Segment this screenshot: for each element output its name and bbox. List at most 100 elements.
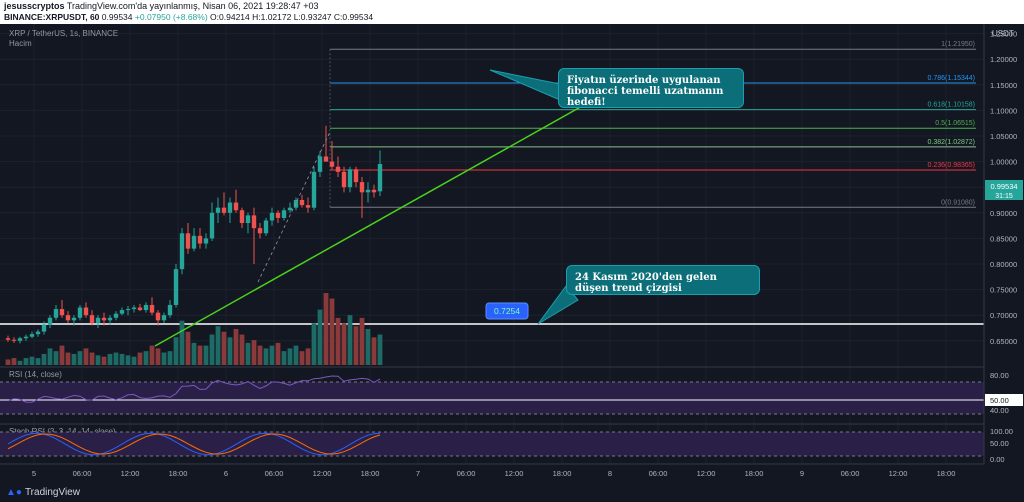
volume-bar	[179, 320, 185, 365]
fib-label: 0.236(0.98365)	[928, 162, 975, 169]
candle-body	[281, 210, 287, 218]
volume-bar	[89, 352, 95, 365]
volume-bar	[257, 345, 263, 365]
footer: ▲● TradingView	[0, 484, 1024, 502]
candle-body	[101, 317, 107, 321]
stoch-k-line	[7, 432, 381, 456]
volume-bar	[323, 293, 329, 365]
candle-body	[299, 200, 305, 206]
stoch-tick: 100.00	[990, 427, 1013, 436]
price-axis[interactable]: 1.25000 1.20000 1.15000 1.10000 1.05000 1.000…	[990, 30, 1017, 346]
volume-bar	[293, 345, 299, 365]
support-label-box	[485, 302, 529, 320]
candle-body	[179, 233, 185, 270]
chart[interactable]: XRP / TetherUS, 1s, BINANCE Hacim 1(1.21…	[0, 24, 1024, 484]
time-tick: 06:00	[73, 469, 92, 478]
stoch-axis: 100.00 50.00 0.00	[990, 427, 1013, 464]
candle-body	[35, 331, 41, 335]
price-tick: 1.25000	[990, 30, 1017, 39]
candle-body	[245, 215, 251, 224]
fib-label: 0.5(1.06515)	[935, 120, 975, 127]
candle-body	[287, 207, 293, 211]
volume-bar	[107, 353, 113, 365]
volume-bar	[101, 356, 107, 365]
support-label[interactable]: 0.7254	[485, 302, 529, 320]
tradingview-logo[interactable]: ▲● TradingView	[6, 487, 80, 498]
current-price-label: 0.99534 31:15	[985, 180, 1023, 200]
price-tick: 0.65000	[990, 337, 1017, 346]
candle-body	[41, 324, 47, 332]
candle-body	[251, 215, 257, 229]
stoch-band	[0, 432, 984, 456]
header: jesusscryptos TradingView.com'da yayınla…	[0, 0, 1024, 24]
candle-body	[11, 339, 17, 341]
candle-body	[263, 220, 269, 234]
volume-bar	[317, 309, 323, 365]
rsi-tick: 40.00	[990, 406, 1009, 415]
candle-body	[371, 189, 377, 193]
candle-body	[347, 169, 353, 188]
candle-body	[149, 304, 155, 313]
legend-title: XRP / TetherUS, 1s, BINANCE	[9, 29, 118, 38]
rsi-band	[0, 382, 984, 414]
price-tick: 0.85000	[990, 234, 1017, 243]
candle-body	[275, 212, 281, 218]
volume-bar	[167, 351, 173, 365]
volume-bar	[113, 352, 119, 365]
volume-bar	[185, 331, 191, 365]
countdown: 31:15	[995, 193, 1013, 200]
candle-body	[65, 315, 71, 321]
annotation-trendline[interactable]: 24 Kasım 2020'den gelen düşen trend çizg…	[566, 265, 760, 295]
volume-bar	[341, 323, 347, 365]
last-price: 0.99534	[101, 12, 133, 22]
rsi-current: 50.00	[990, 396, 1009, 405]
price-tick: 1.20000	[990, 55, 1017, 64]
chart-background	[0, 24, 1024, 484]
annotation-fib-target[interactable]: Fiyatın üzerinde uygulanan fibonacci tem…	[558, 68, 744, 108]
candle-body	[197, 235, 203, 244]
trend-line[interactable]	[154, 95, 601, 347]
candle-body	[77, 307, 83, 318]
time-tick: 7	[416, 469, 420, 478]
fib-label: 0.786(1.15344)	[928, 75, 975, 82]
candle-body	[161, 315, 167, 321]
volume-bar	[269, 345, 275, 365]
candle-body	[365, 189, 371, 193]
volume-bar	[275, 342, 281, 365]
time-tick: 8	[608, 469, 612, 478]
volume-bar	[149, 345, 155, 365]
price-unit: USDT	[992, 29, 1014, 38]
price-tick: 0.70000	[990, 311, 1017, 320]
volume-bar	[173, 337, 179, 365]
candle-body	[323, 156, 329, 162]
candle-body	[359, 182, 365, 193]
candle-body	[341, 171, 347, 188]
volume-bar	[83, 348, 89, 365]
time-axis[interactable]: 5 06:00 12:00 18:00 6 06:00 12:00 18:00 7 06:00 12…	[32, 469, 955, 478]
candle-body	[155, 312, 161, 321]
candle-body	[71, 317, 77, 321]
time-tick: 12:00	[889, 469, 908, 478]
volume-bars	[5, 293, 383, 365]
candles	[5, 125, 383, 344]
candle-body	[221, 207, 227, 213]
candle-body	[17, 338, 23, 341]
volume-bar	[137, 352, 143, 365]
candle-body	[185, 233, 191, 249]
volume-bar	[155, 348, 161, 365]
symbol: BINANCE:XRPUSDT, 60	[4, 12, 100, 22]
time-tick: 06:00	[265, 469, 284, 478]
candle-body	[23, 336, 29, 339]
volume-bar	[359, 317, 365, 365]
volume-bar	[245, 342, 251, 365]
publisher-name[interactable]: jesusscryptos	[4, 1, 65, 11]
candle-body	[233, 202, 239, 211]
time-tick: 18:00	[745, 469, 764, 478]
time-tick: 06:00	[841, 469, 860, 478]
price-tick: 1.05000	[990, 132, 1017, 141]
volume-bar	[23, 358, 29, 365]
volume-bar	[71, 353, 77, 365]
candle-body	[29, 334, 35, 337]
projection-line	[257, 131, 331, 283]
volume-bar	[305, 348, 311, 365]
